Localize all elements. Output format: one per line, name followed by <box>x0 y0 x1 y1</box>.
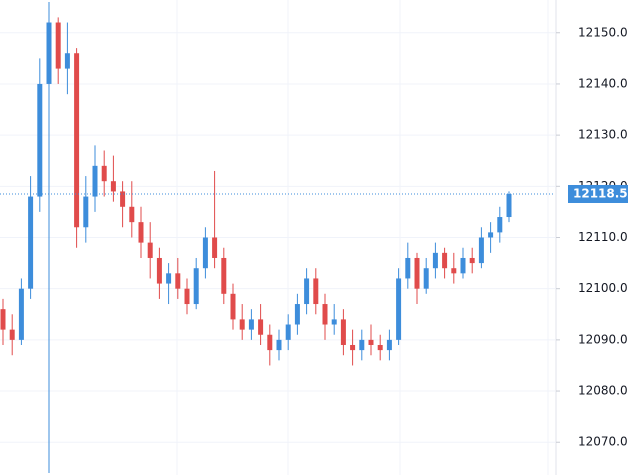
candle-body <box>414 257 420 289</box>
y-tick-label: 12070.00 <box>578 435 628 449</box>
y-tick-label: 12080.00 <box>578 384 628 398</box>
candle-body <box>267 334 273 351</box>
candle-body <box>506 193 512 218</box>
candle-body <box>110 181 116 192</box>
candle-body <box>230 293 236 320</box>
candle-body <box>101 165 107 182</box>
candle-body <box>28 196 34 289</box>
candle-body <box>497 217 503 233</box>
candle-body <box>175 273 181 289</box>
candle-body <box>64 53 70 69</box>
y-tick-label: 12140.00 <box>578 76 628 90</box>
candle-body <box>221 257 227 294</box>
candle-body <box>322 304 328 325</box>
candle-body <box>350 344 356 351</box>
candle-body <box>193 268 199 305</box>
candle-body <box>478 237 484 264</box>
candle-body <box>423 268 429 289</box>
candle-body <box>331 319 337 325</box>
candle-body <box>340 319 346 345</box>
candle-body <box>239 319 245 330</box>
candle-body <box>258 319 264 335</box>
candle-body <box>129 206 135 223</box>
candle-body <box>55 22 61 69</box>
candle-body <box>276 339 282 351</box>
candle-body <box>304 278 310 305</box>
candle-body <box>0 309 6 330</box>
candle-body <box>442 252 448 269</box>
candle-body <box>359 339 365 351</box>
candle-body <box>377 344 383 351</box>
y-tick-label: 12090.00 <box>578 332 628 346</box>
candle-body <box>212 237 218 258</box>
y-tick-label: 12150.00 <box>578 25 628 39</box>
candle-body <box>396 278 402 340</box>
candle-body <box>92 165 98 197</box>
candle-body <box>138 222 144 243</box>
candle-body <box>386 339 392 351</box>
last-price-label: 12118.50 <box>573 186 628 200</box>
candle-body <box>147 242 153 258</box>
candle-body <box>248 319 254 330</box>
candle-body <box>405 257 411 279</box>
candle-body <box>184 288 190 305</box>
candle-body <box>46 22 52 84</box>
candle-body <box>460 257 466 274</box>
candle-body <box>432 252 438 269</box>
candle-body <box>368 339 374 345</box>
last-price-box <box>568 184 628 203</box>
candle-body <box>313 278 319 305</box>
y-tick-label: 12100.00 <box>578 281 628 295</box>
candle-body <box>9 329 15 340</box>
candle-body <box>74 53 80 228</box>
candle-body <box>166 273 172 284</box>
candle-body <box>156 257 162 284</box>
candle-body <box>451 268 457 274</box>
candle-body <box>285 324 291 340</box>
candle-body <box>488 232 494 238</box>
candle-body <box>83 196 89 228</box>
candle-body <box>37 83 43 197</box>
candle-body <box>202 237 208 269</box>
y-tick-label: 12130.00 <box>578 128 628 142</box>
candle-body <box>469 257 475 264</box>
candle-body <box>294 304 300 325</box>
candle-body <box>120 191 126 207</box>
candle-body <box>18 288 24 340</box>
y-tick-label: 12110.00 <box>578 230 628 244</box>
